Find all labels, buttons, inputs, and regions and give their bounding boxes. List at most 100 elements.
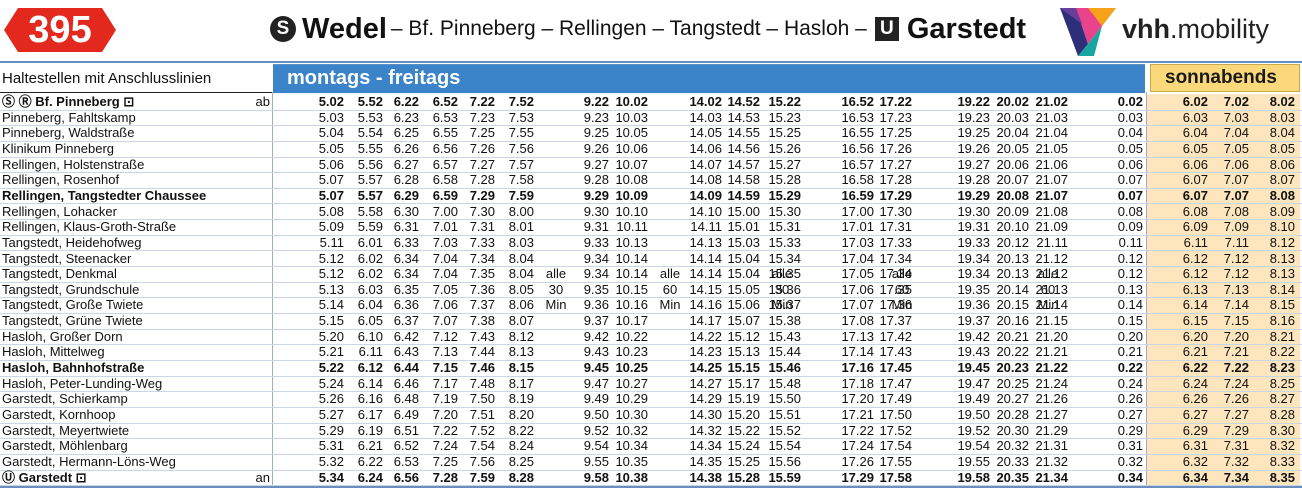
departure-time: 21.08: [1035, 203, 1068, 219]
departure-time: 16.56: [841, 140, 874, 156]
departure-time: 19.34: [957, 266, 990, 282]
departure-time: 6.24: [1182, 375, 1208, 391]
departure-time: 10.14: [615, 266, 648, 282]
departure-time: 7.03: [432, 234, 458, 250]
departure-time: 7.51: [469, 407, 495, 422]
departure-time: 6.04: [1182, 125, 1208, 141]
departure-time: 8.07: [1269, 172, 1295, 188]
departure-time: 20.02: [996, 94, 1029, 109]
departure-time: 7.56: [469, 453, 495, 469]
departure-time: 6.12: [1182, 250, 1208, 266]
departure-time: 7.31: [469, 219, 495, 235]
departure-time: 0.11: [1118, 234, 1143, 250]
departure-time: 7.04: [1223, 125, 1249, 141]
departure-time: 14.08: [689, 172, 722, 188]
timetable: Ⓢ Ⓡ Bf. Pinneberg ⊡ ab 5.02 5.52 6.22 6.52 7.2…: [0, 94, 1302, 487]
departure-time: 7.07: [432, 313, 458, 329]
interval-note: 60: [1040, 281, 1056, 297]
departure-time: 15.52: [768, 422, 801, 438]
departure-time: 21.09: [1035, 219, 1068, 235]
departure-time: 21.32: [1035, 453, 1068, 469]
departure-time: 14.30: [689, 407, 722, 422]
departure-time: 21.04: [1035, 125, 1068, 141]
departure-time: 6.05: [1182, 140, 1208, 156]
departure-time: 7.12: [1223, 266, 1249, 282]
departure-time: 14.29: [689, 391, 722, 407]
interval-note: alle: [659, 266, 681, 282]
table-row: Rellingen, Rosenhof 5.07 5.57 6.28 6.58 7.28 7…: [0, 172, 1302, 189]
departure-time: 17.29: [879, 187, 912, 203]
departure-time: 7.23: [469, 109, 495, 125]
departure-time: 10.22: [615, 328, 648, 344]
departure-time: 9.30: [583, 203, 609, 219]
departure-time: 19.35: [957, 281, 990, 297]
departure-time: 0.12: [1117, 250, 1143, 266]
departure-time: 7.01: [432, 219, 458, 235]
departure-time: 7.44: [469, 344, 495, 360]
departure-time: 10.08: [615, 172, 648, 188]
departure-time: 14.02: [689, 94, 722, 109]
departure-time: 6.07: [1182, 187, 1208, 203]
departure-time: 15.22: [727, 422, 760, 438]
departure-time: 5.27: [318, 407, 344, 422]
departure-time: 10.10: [615, 203, 648, 219]
departure-time: 7.27: [1223, 407, 1249, 422]
departure-time: 21.31: [1035, 438, 1068, 454]
departure-time: 8.12: [508, 328, 534, 344]
departure-time: 8.00: [508, 203, 534, 219]
departure-time: 7.37: [469, 297, 495, 313]
departure-time: 7.07: [1223, 187, 1249, 203]
departure-time: 6.21: [357, 438, 383, 454]
departure-time: 6.35: [393, 281, 419, 297]
departure-time: 0.04: [1117, 125, 1143, 141]
departure-time: 17.03: [841, 234, 874, 250]
departure-time: 21.03: [1035, 109, 1068, 125]
departure-time: 10.25: [615, 360, 648, 376]
departure-time: 0.24: [1117, 375, 1143, 391]
departure-time: 14.53: [727, 109, 760, 125]
departure-time: 7.02: [1223, 94, 1249, 109]
interval-note: alle: [545, 266, 567, 282]
departure-time: 9.58: [583, 469, 609, 485]
departure-time: 19.49: [957, 391, 990, 407]
departure-time: 19.58: [957, 469, 990, 485]
departure-time: 6.27: [1182, 407, 1208, 422]
departure-time: 15.37: [768, 297, 801, 313]
departure-time: 15.23: [768, 109, 801, 125]
departure-time: 17.52: [879, 422, 912, 438]
departure-time: 17.14: [841, 344, 874, 360]
stop-name: Tangstedt, Heidehofweg: [2, 234, 142, 250]
departure-time: 6.29: [393, 187, 419, 203]
stop-name: Tangstedt, Steenacker: [2, 250, 132, 266]
stop-name: Rellingen, Tangstedter Chaussee: [2, 187, 207, 203]
departure-time: 15.13: [727, 344, 760, 360]
departure-time: 14.55: [727, 125, 760, 141]
departure-time: 8.03: [508, 234, 534, 250]
brand-name: vhh.mobility: [1122, 14, 1269, 45]
departure-time: 5.04: [318, 125, 344, 141]
departure-time: 8.04: [1269, 125, 1295, 141]
departure-time: 8.22: [1269, 344, 1295, 360]
departure-time: 8.30: [1269, 422, 1295, 438]
departure-time: 9.37: [583, 313, 609, 329]
departure-time: 15.25: [768, 125, 801, 141]
departure-time: 9.22: [583, 94, 609, 109]
departure-time: 20.32: [996, 438, 1029, 454]
departure-time: 10.16: [615, 297, 648, 313]
departure-time: 20.10: [996, 219, 1029, 235]
departure-time: 20.30: [996, 422, 1029, 438]
interval-note: alle: [771, 266, 793, 282]
departure-time: 19.52: [957, 422, 990, 438]
departure-time: 14.59: [727, 187, 760, 203]
departure-time: 21.12: [1035, 266, 1068, 282]
departure-time: 17.23: [879, 109, 912, 125]
departure-time: 15.05: [727, 281, 760, 297]
departure-time: 20.16: [996, 313, 1029, 329]
departure-time: 6.22: [393, 94, 419, 109]
departure-time: 5.31: [318, 438, 344, 454]
departure-time: 7.50: [469, 391, 495, 407]
departure-time: 0.02: [1117, 94, 1143, 109]
departure-time: 6.27: [393, 156, 419, 172]
departure-time: 7.33: [469, 234, 495, 250]
departure-time: 6.03: [1182, 109, 1208, 125]
